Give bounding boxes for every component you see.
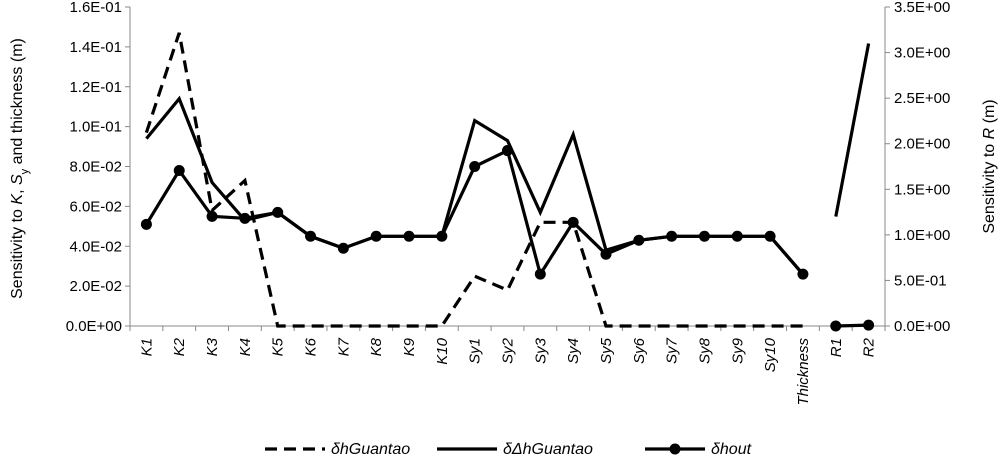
right-tick-label: 0.0E+00 <box>894 318 950 335</box>
left-tick-label: 1.6E-01 <box>69 0 122 16</box>
category-label: K4 <box>237 338 254 356</box>
category-label: K9 <box>401 337 418 356</box>
category-label: K5 <box>270 337 287 356</box>
series-marker <box>830 320 842 332</box>
category-label: Sy1 <box>467 338 484 364</box>
left-axis-title: Sensitivity to K, Sy and thickness (m) <box>9 38 31 299</box>
series-marker <box>173 164 185 176</box>
left-tick-label: 4.0E-02 <box>69 238 122 255</box>
series-marker <box>239 212 251 224</box>
series-marker <box>206 210 218 222</box>
category-label: Sy2 <box>500 337 517 364</box>
series-marker <box>731 230 743 242</box>
legend-label-1: δΔhGuantao <box>503 441 593 458</box>
category-label: K2 <box>171 337 188 356</box>
chart-axes <box>125 6 890 331</box>
right-tick-label: 1.0E+00 <box>894 227 950 244</box>
category-label: K6 <box>303 337 320 356</box>
legend-marker <box>669 443 681 455</box>
category-label: K1 <box>138 338 155 356</box>
category-label: R2 <box>861 337 878 357</box>
series-marker <box>567 216 579 228</box>
right-tick-label: 3.5E+00 <box>894 0 950 16</box>
left-tick-label: 1.4E-01 <box>69 39 122 56</box>
series-marker <box>600 248 612 260</box>
series-marker <box>698 230 710 242</box>
series-marker <box>305 230 317 242</box>
series-marker <box>403 230 415 242</box>
series-marker <box>469 161 481 172</box>
tick-labels: 0.0E+00 2.0E-02 4.0E-02 6.0E-02 8.0E-02 1.0E-… <box>9 0 998 406</box>
series-marker <box>863 319 875 331</box>
category-label: Sy6 <box>631 337 648 364</box>
category-label: Sy3 <box>532 337 549 364</box>
left-tick-label: 1.0E-01 <box>69 119 122 136</box>
right-tick-label: 2.5E+00 <box>894 90 950 107</box>
chart-legend: δhGuantao δΔhGuantao δhout <box>265 441 752 458</box>
series-marker <box>502 145 513 157</box>
left-tick-label: 0.0E+00 <box>66 318 122 335</box>
series-marker <box>797 268 809 280</box>
series-line-1 <box>145 95 805 276</box>
category-label: K8 <box>368 337 385 356</box>
right-axis-title: Sensitivity to R (m) <box>981 99 998 233</box>
category-label: Sy7 <box>664 337 681 364</box>
chart-series <box>140 32 875 332</box>
category-label: Sy10 <box>762 337 779 372</box>
right-tick-label: 5.0E-01 <box>894 272 947 289</box>
left-tick-label: 1.2E-01 <box>69 79 122 96</box>
category-label: Sy9 <box>729 337 746 364</box>
series-marker <box>534 268 546 280</box>
left-tick-label: 6.0E-02 <box>69 198 122 215</box>
series-marker <box>337 242 349 254</box>
series-marker <box>666 230 678 242</box>
category-label: K10 <box>434 337 451 364</box>
category-label: Sy4 <box>565 338 582 364</box>
category-label: Sy8 <box>696 337 713 364</box>
series-line-0 <box>144 32 803 328</box>
category-label: Sy5 <box>598 337 615 364</box>
series-marker <box>633 234 645 246</box>
legend-label-2: δhout <box>711 441 752 458</box>
series-marker <box>272 206 284 218</box>
series-marker <box>436 230 448 242</box>
left-tick-label: 8.0E-02 <box>69 159 122 176</box>
series-line-right-1 <box>834 43 871 217</box>
right-tick-label: 3.0E+00 <box>894 45 950 62</box>
category-label: R1 <box>828 338 845 357</box>
right-tick-label: 1.5E+00 <box>894 181 950 198</box>
category-label: Thickness <box>795 338 812 406</box>
series-marker <box>370 230 382 242</box>
right-tick-label: 2.0E+00 <box>894 136 950 153</box>
legend-label-0: δhGuantao <box>331 441 410 458</box>
series-marker <box>764 230 776 242</box>
category-label: K7 <box>335 337 352 356</box>
category-label: K3 <box>204 337 221 356</box>
series-marker <box>140 218 152 230</box>
left-tick-label: 2.0E-02 <box>69 278 122 295</box>
